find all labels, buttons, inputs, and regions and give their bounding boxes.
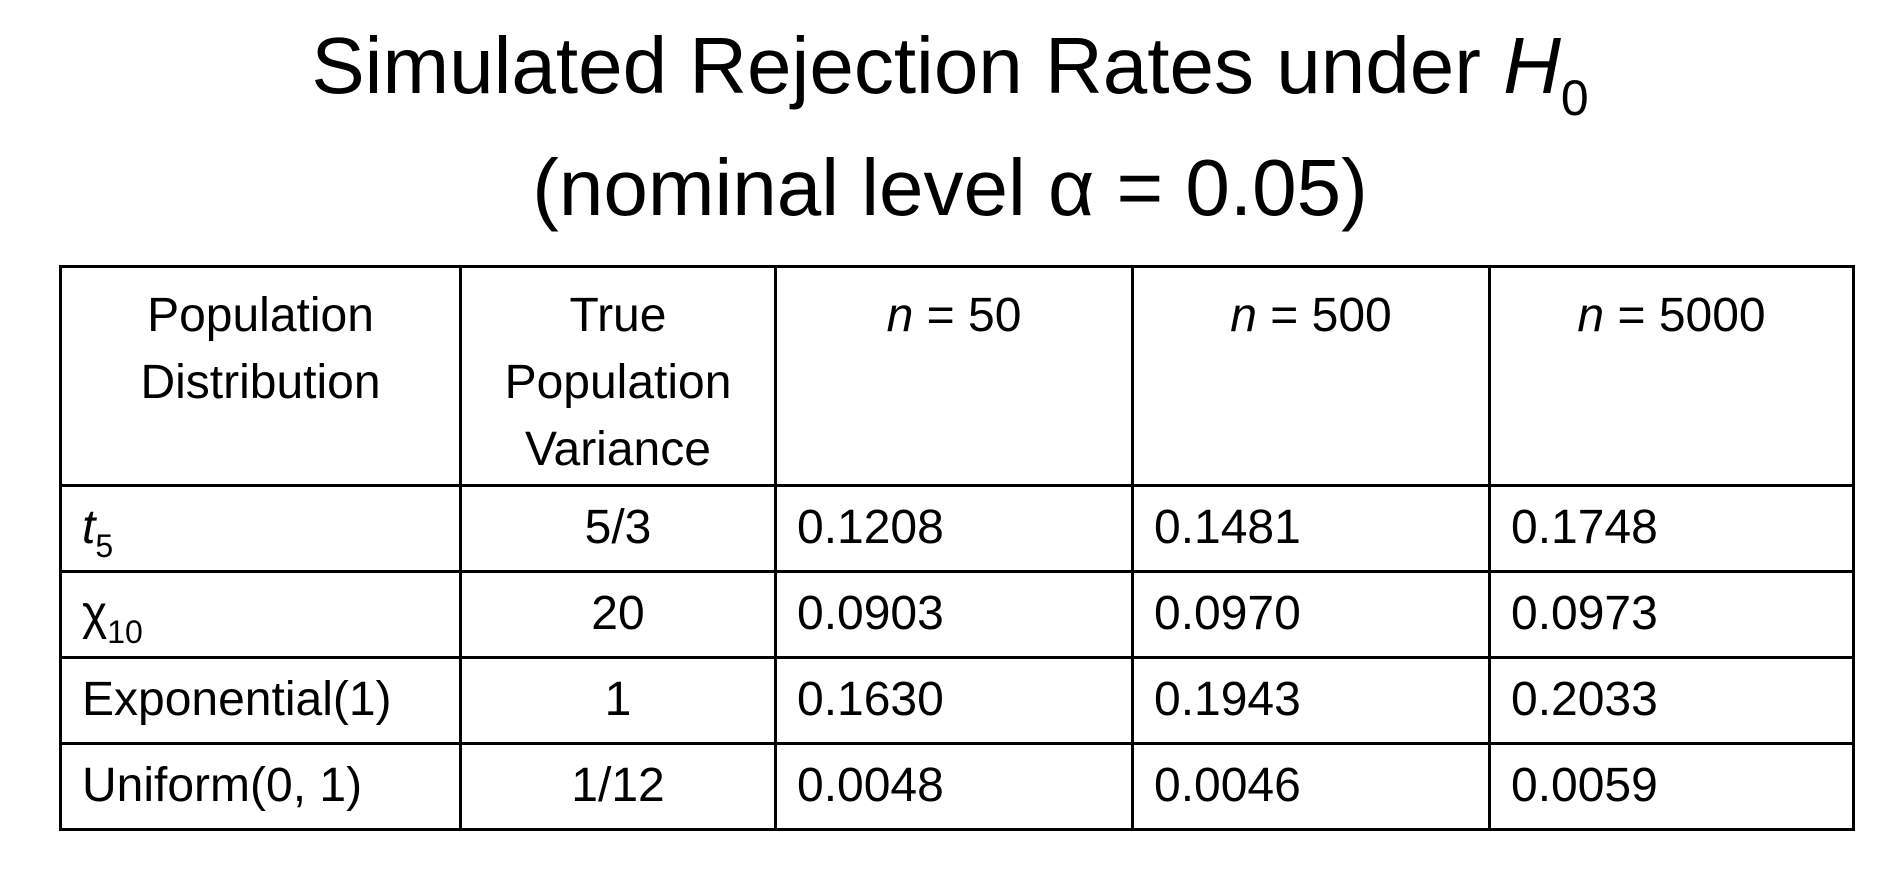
rate-cell-n5000: 0.2033 [1488, 655, 1855, 745]
header-variance-line: Variance [525, 423, 711, 477]
distribution-cell: t5 [59, 483, 462, 573]
sample-size-symbol: n [1230, 289, 1257, 342]
header-n5000: n = 5000 [1488, 265, 1855, 487]
rate-cell-n50: 0.1630 [774, 655, 1134, 745]
variance-cell: 1/12 [459, 741, 777, 831]
rate-cell-n500: 0.1943 [1131, 655, 1491, 745]
header-variance-line: True [569, 289, 667, 342]
slide-title: Simulated Rejection Rates under H0 [0, 26, 1900, 124]
header-distribution-line: Distribution [140, 356, 381, 410]
sample-size-value: = 500 [1256, 289, 1392, 342]
table-row: t5 5/3 0.1208 0.1481 0.1748 [59, 483, 1855, 573]
rate-cell-n5000: 0.0973 [1488, 569, 1855, 659]
title-text: Simulated Rejection Rates under [311, 21, 1504, 110]
header-n500: n = 500 [1131, 265, 1491, 487]
table-row: Exponential(1) 1 0.1630 0.1943 0.2033 [59, 655, 1855, 745]
rate-cell-n50: 0.0903 [774, 569, 1134, 659]
distribution-symbol: χ [82, 587, 108, 641]
sample-size-symbol: n [886, 289, 914, 342]
sample-size-value: = 5000 [1604, 289, 1766, 342]
header-variance: True Population Variance [459, 265, 777, 487]
header-row: Population Distribution True Population … [59, 265, 1855, 487]
rate-cell-n500: 0.0046 [1131, 741, 1491, 831]
variance-cell: 1 [459, 655, 777, 745]
distribution-subscript: 10 [107, 614, 143, 651]
table-row: χ10 20 0.0903 0.0970 0.0973 [59, 569, 1855, 659]
rate-cell-n500: 0.0970 [1131, 569, 1491, 659]
rate-cell-n500: 0.1481 [1131, 483, 1491, 573]
header-n50: n = 50 [774, 265, 1134, 487]
table-row: Uniform(0, 1) 1/12 0.0048 0.0046 0.0059 [59, 741, 1855, 831]
rate-cell-n5000: 0.1748 [1488, 483, 1855, 573]
header-distribution: Population Distribution [59, 265, 462, 487]
distribution-subscript: 5 [95, 528, 114, 565]
rejection-rates-table: Population Distribution True Population … [59, 265, 1855, 831]
rate-cell-n50: 0.0048 [774, 741, 1134, 831]
rate-cell-n5000: 0.0059 [1488, 741, 1855, 831]
hypothesis-symbol: H [1503, 21, 1561, 110]
distribution-cell: Exponential(1) [59, 655, 462, 745]
slide-subtitle: (nominal level α = 0.05) [532, 143, 1368, 232]
header-distribution-line: Population [147, 289, 374, 342]
hypothesis-subscript: 0 [1560, 70, 1589, 126]
variance-cell: 5/3 [459, 483, 777, 573]
header-variance-line: Population [504, 356, 732, 410]
variance-cell: 20 [459, 569, 777, 659]
distribution-cell: Uniform(0, 1) [59, 741, 462, 831]
distribution-cell: χ10 [59, 569, 462, 659]
rate-cell-n50: 0.1208 [774, 483, 1134, 573]
distribution-symbol: t [82, 501, 96, 555]
sample-size-symbol: n [1577, 289, 1605, 342]
sample-size-value: = 50 [913, 289, 1022, 342]
